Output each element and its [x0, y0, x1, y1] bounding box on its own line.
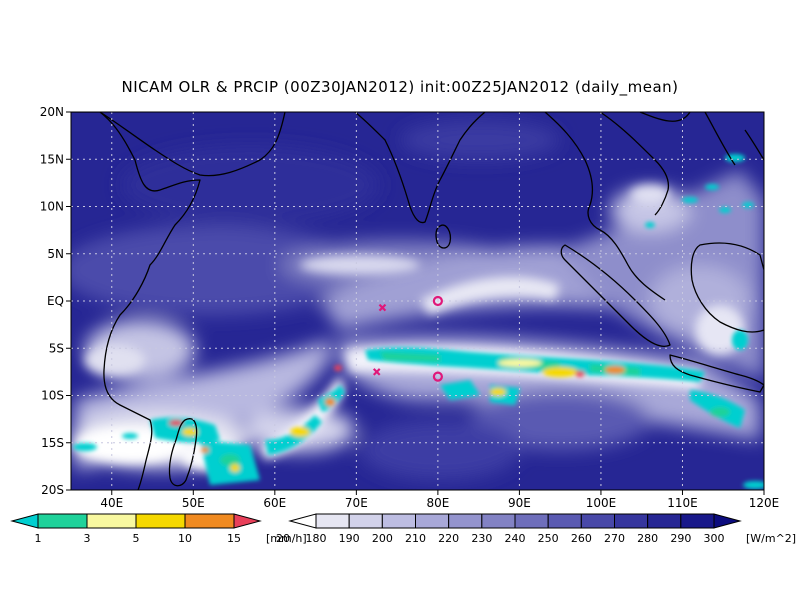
olr-colorbar-label: 220 [438, 532, 459, 545]
lon-tick-label: 100E [586, 496, 617, 510]
olr-colorbar-swatch [514, 513, 549, 529]
olr-colorbar-label: 280 [637, 532, 658, 545]
coastline-arabia-north [99, 112, 286, 177]
olr-colorbar: 180 190 200 210 220 230 240 250 260 270 280 290 300 [… [288, 513, 796, 545]
coastline-philippines [704, 112, 764, 166]
lon-tick-label: 60E [263, 496, 286, 510]
precip-colorbar-swatch [37, 513, 88, 529]
olr-colorbar-label: 210 [405, 532, 426, 545]
olr-colorbar-label: 230 [471, 532, 492, 545]
lat-tick-label: EQ [47, 294, 64, 308]
olr-colorbar-label: 250 [538, 532, 559, 545]
lat-tick-label: 20S [41, 483, 64, 497]
coastline-southeast-asia [544, 112, 691, 301]
olr-colorbar-label: 300 [704, 532, 725, 545]
olr-colorbar-swatch [348, 513, 383, 529]
olr-colorbar-swatch [381, 513, 417, 529]
olr-colorbar-swatch [680, 513, 715, 529]
precip-colorbar-label: 10 [178, 532, 192, 545]
marker-x [378, 303, 387, 312]
olr-colorbar-label: 290 [670, 532, 691, 545]
lon-tick-label: 40E [100, 496, 123, 510]
coastline-sri-lanka [435, 224, 452, 249]
lon-tick-label: 70E [345, 496, 368, 510]
olr-colorbar-swatch [647, 513, 682, 529]
precip-colorbar-label: 1 [35, 532, 42, 545]
precip-colorbar-high-arrow [233, 513, 262, 529]
coastline-madagascar [168, 418, 198, 487]
lat-tick-label: 5N [47, 247, 64, 261]
olr-colorbar-swatch [315, 513, 350, 529]
marker-circle [432, 295, 443, 307]
olr-colorbar-swatch [580, 513, 615, 529]
coastline-india [354, 112, 486, 224]
olr-colorbar-swatch [481, 513, 516, 529]
precip-colorbar-label: 5 [133, 532, 140, 545]
lat-tick-label: 5S [49, 341, 64, 355]
lat-tick-label: 20N [40, 105, 64, 119]
lat-tick-label: 10S [41, 389, 64, 403]
lat-tick-label: 15N [40, 152, 64, 166]
olr-colorbar-high-arrow [713, 513, 742, 529]
olr-colorbar-label: 260 [571, 532, 592, 545]
lon-tick-label: 120E [749, 496, 780, 510]
marker-x [372, 368, 381, 376]
lon-tick-label: 80E [426, 496, 449, 510]
coastline-africa-arabia [71, 112, 201, 490]
coastline-borneo [690, 242, 764, 333]
precip-colorbar-label: 3 [84, 532, 91, 545]
olr-colorbar-label: 240 [505, 532, 526, 545]
marker-circle [432, 371, 443, 382]
olr-colorbar-label: 270 [604, 532, 625, 545]
olr-colorbar-low-arrow [288, 513, 317, 529]
precip-colorbar-unit: [mm/h] [266, 532, 307, 545]
lon-tick-label: 90E [508, 496, 531, 510]
coastline-sumatra [560, 244, 671, 347]
precip-colorbar-label: 20 [276, 532, 290, 545]
precip-colorbar: 1 3 5 10 15 20[mm/h] [10, 513, 307, 545]
precip-colorbar-label: 15 [227, 532, 241, 545]
precip-colorbar-swatch [135, 513, 186, 529]
precip-colorbar-low-arrow [10, 513, 39, 529]
lon-tick-label: 50E [182, 496, 205, 510]
map-area [71, 112, 764, 490]
olr-colorbar-unit: [W/m^2] [746, 532, 796, 545]
olr-colorbar-label: 190 [339, 532, 360, 545]
olr-colorbar-swatch [448, 513, 483, 529]
longitude-axis: 40E 50E 60E 70E 80E 90E 100E 110E 120E [100, 490, 779, 510]
markers-layer [372, 295, 443, 382]
olr-colorbar-label: 200 [372, 532, 393, 545]
lon-tick-label: 110E [667, 496, 698, 510]
plot-title: NICAM OLR & PRCIP (00Z30JAN2012) init:00… [121, 78, 679, 96]
olr-colorbar-swatch [614, 513, 649, 529]
coastlines [71, 112, 764, 490]
precip-field [73, 154, 764, 489]
olr-colorbar-label: 180 [306, 532, 327, 545]
map-grid [71, 112, 764, 490]
lat-tick-label: 10N [40, 200, 64, 214]
latitude-axis: 20N 15N 10N 5N EQ 5S 10S 15S 20S [40, 105, 71, 497]
lat-tick-label: 15S [41, 436, 64, 450]
precip-colorbar-swatch [184, 513, 235, 529]
olr-colorbar-swatch [415, 513, 450, 529]
coastline-java [669, 354, 764, 393]
precip-colorbar-swatch [86, 513, 137, 529]
olr-colorbar-swatch [547, 513, 582, 529]
